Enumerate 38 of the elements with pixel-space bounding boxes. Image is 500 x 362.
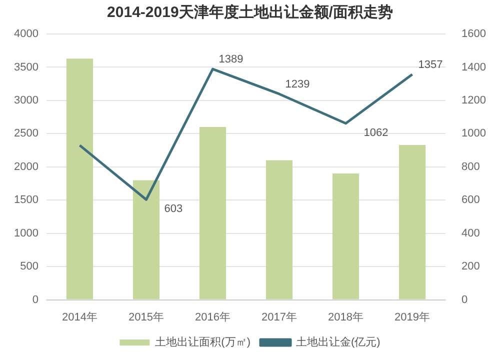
y2-tick-label: 1400 — [462, 61, 486, 74]
y-tick-label: 500 — [20, 260, 38, 273]
bar — [398, 144, 426, 300]
chart-title: 2014-2019天津年度土地出让金额/面积走势 — [107, 3, 393, 22]
data-label: 603 — [164, 203, 183, 216]
y2-tick-label: 1200 — [462, 94, 486, 106]
data-label: 1062 — [364, 126, 388, 139]
y2-tick-label: 0 — [462, 294, 468, 306]
x-tick-label: 2017年 — [262, 311, 297, 324]
x-tick-label: 2019年 — [394, 311, 430, 324]
y2-tick-label: 200 — [462, 260, 480, 273]
y-tick-label: 3000 — [14, 94, 38, 106]
legend-label: 土地出让金(亿元) — [296, 336, 380, 349]
bar — [332, 174, 360, 300]
y2-tick-label: 1000 — [462, 128, 486, 140]
bar — [66, 58, 94, 300]
y2-tick-label: 400 — [462, 227, 480, 240]
x-tick-label: 2015年 — [128, 311, 164, 324]
x-tick-label: 2016年 — [195, 311, 230, 324]
bar — [199, 127, 226, 300]
y-tick-label: 3500 — [14, 61, 38, 74]
bar — [266, 160, 293, 300]
y-tick-label: 1000 — [14, 227, 38, 240]
x-tick-label: 2014年 — [62, 311, 98, 324]
legend-label: 土地出让面积(万㎡) — [155, 336, 250, 349]
y-tick-label: 4000 — [14, 28, 38, 40]
y2-tick-label: 600 — [462, 194, 480, 206]
x-tick-label: 2018年 — [328, 311, 364, 324]
y2-tick-label: 800 — [462, 160, 480, 173]
y-tick-label: 2000 — [14, 160, 38, 173]
data-label: 1389 — [218, 54, 244, 66]
y-tick-label: 1500 — [14, 194, 38, 206]
bar — [132, 180, 160, 300]
y-tick-label: 2500 — [14, 128, 38, 140]
data-label: 1239 — [285, 78, 310, 90]
y-tick-label: 0 — [32, 294, 38, 306]
data-label: 1357 — [418, 58, 443, 71]
y2-tick-label: 1600 — [462, 28, 486, 40]
